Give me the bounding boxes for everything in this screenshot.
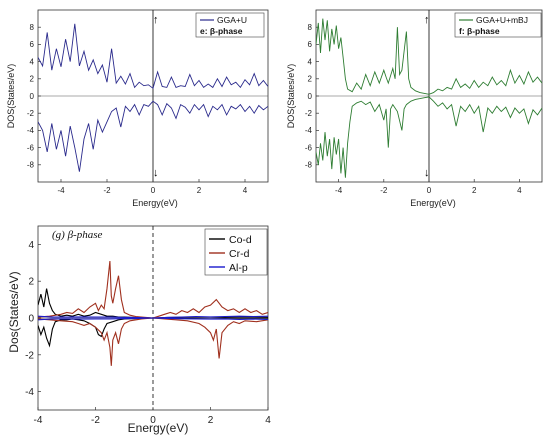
panel-e-xtick-label: 2 — [197, 186, 202, 195]
panel-e-xlabel: Energy(eV) — [132, 198, 178, 208]
panel-f-ylabel: DOS(States/eV) — [286, 64, 296, 129]
panel-f-chart: DOS(States/eV) Energy(eV) -8-6-4-202468 … — [286, 9, 543, 208]
panel-e-ytick-label: -2 — [27, 109, 35, 118]
panel-g-title: (g) β-phase — [52, 229, 102, 241]
panel-e-ytick-label: 4 — [30, 57, 35, 66]
panel-e-chart: DOS(States/eV) Energy(eV) -8-6-4-202468 … — [6, 9, 269, 208]
panel-f-legend: GGA+U+mBJ f: β-phase — [454, 12, 542, 38]
panel-g-xtick-label: -4 — [34, 415, 43, 426]
panel-e-series-gga-u-spin-up — [38, 23, 268, 90]
panel-e-legend: GGA+U e: β-phase — [195, 12, 265, 38]
panel-f-xtick-label: -2 — [380, 186, 388, 195]
panel-e-ytick-label: -6 — [27, 143, 35, 152]
panel-g-ytick-label: -2 — [25, 350, 34, 361]
panel-g-series-cr-d-spin-up — [38, 260, 268, 319]
panel-g-ylabel: Dos(States/eV) — [7, 271, 21, 352]
panel-g-ytick-label: 0 — [28, 314, 34, 325]
panel-f-xtick-label: -4 — [335, 186, 343, 195]
panel-e-series-gga-u-spin-down — [38, 100, 268, 172]
panel-g-ytick-label: -4 — [25, 387, 34, 398]
panel-e-ytick-label: -4 — [27, 126, 35, 135]
panel-g-series-al-p-spin-down — [38, 317, 268, 321]
panel-f-ytick-label: -4 — [305, 126, 313, 135]
panel-f-legend-label: GGA+U+mBJ — [476, 15, 528, 25]
panel-g-xtick-label: 4 — [265, 415, 271, 426]
panel-f-ytick-label: 6 — [308, 40, 313, 49]
panel-e-ylabel: DOS(States/eV) — [6, 64, 16, 129]
panel-e-ytick-label: 2 — [30, 75, 35, 84]
panel-e-xtick-label: 4 — [243, 186, 248, 195]
panel-f-series-gga-u-mbj-spin-up — [316, 18, 542, 95]
panel-g-series-cr-d-spin-down — [38, 317, 268, 366]
panel-f-series-gga-u-mbj-spin-down — [316, 96, 542, 178]
panel-g-legend: Co-d Cr-d Al-p — [204, 228, 268, 276]
panel-f-ytick-label: 8 — [308, 23, 313, 32]
panel-g-legend-label-cr-d: Cr-d — [229, 248, 250, 260]
panel-f-ytick-label: 4 — [308, 57, 313, 66]
panel-g-legend-label-al-p: Al-p — [229, 262, 248, 274]
panel-e-ytick-label: 6 — [30, 40, 35, 49]
panel-g-ytick-label: 2 — [28, 277, 34, 288]
panel-g-xtick-label: 0 — [150, 415, 156, 426]
panel-e-legend-box — [195, 12, 265, 38]
panel-f-ytick-label: 2 — [308, 75, 313, 84]
panel-f-ytick-label: 0 — [308, 92, 313, 101]
panel-e-xtick-label: -2 — [103, 186, 111, 195]
panel-g-legend-label-co-d: Co-d — [229, 234, 252, 246]
panel-e-legend-label: GGA+U — [217, 15, 247, 25]
panel-e-xtick-label: 0 — [151, 186, 156, 195]
panel-f-ytick-label: -2 — [305, 109, 313, 118]
panel-f-legend-caption: f: β-phase — [459, 26, 500, 36]
panel-f-spin-down-arrow: ↓ — [424, 167, 430, 179]
panel-e-ytick-label: 8 — [30, 23, 35, 32]
panel-g-chart: Dos(States/eV) Energy(eV) (g) β-phase -4… — [7, 225, 271, 435]
panel-f-spin-up-arrow: ↑ — [424, 14, 430, 26]
panel-e-legend-caption: e: β-phase — [200, 26, 243, 36]
panel-f-xtick-label: 0 — [427, 186, 432, 195]
panel-f-xtick-label: 2 — [472, 186, 477, 195]
panel-e-ytick-label: 0 — [30, 92, 35, 101]
panel-f-ytick-label: -8 — [305, 161, 313, 170]
panel-g-xtick-label: 2 — [208, 415, 214, 426]
panel-g-xlabel: Energy(eV) — [128, 421, 189, 435]
panel-e-xtick-label: -4 — [57, 186, 65, 195]
panel-e-spin-down-arrow: ↓ — [153, 167, 159, 179]
panel-g-xtick-label: -2 — [91, 415, 100, 426]
panel-f-ytick-label: -6 — [305, 143, 313, 152]
panel-e-ytick-label: -8 — [27, 161, 35, 170]
panel-g-ytick-label: 4 — [28, 240, 34, 251]
panel-e-spin-up-arrow: ↑ — [153, 14, 159, 26]
panel-f-legend-box — [454, 12, 542, 38]
panel-f-xtick-label: 4 — [517, 186, 522, 195]
panel-f-xlabel: Energy(eV) — [410, 198, 456, 208]
